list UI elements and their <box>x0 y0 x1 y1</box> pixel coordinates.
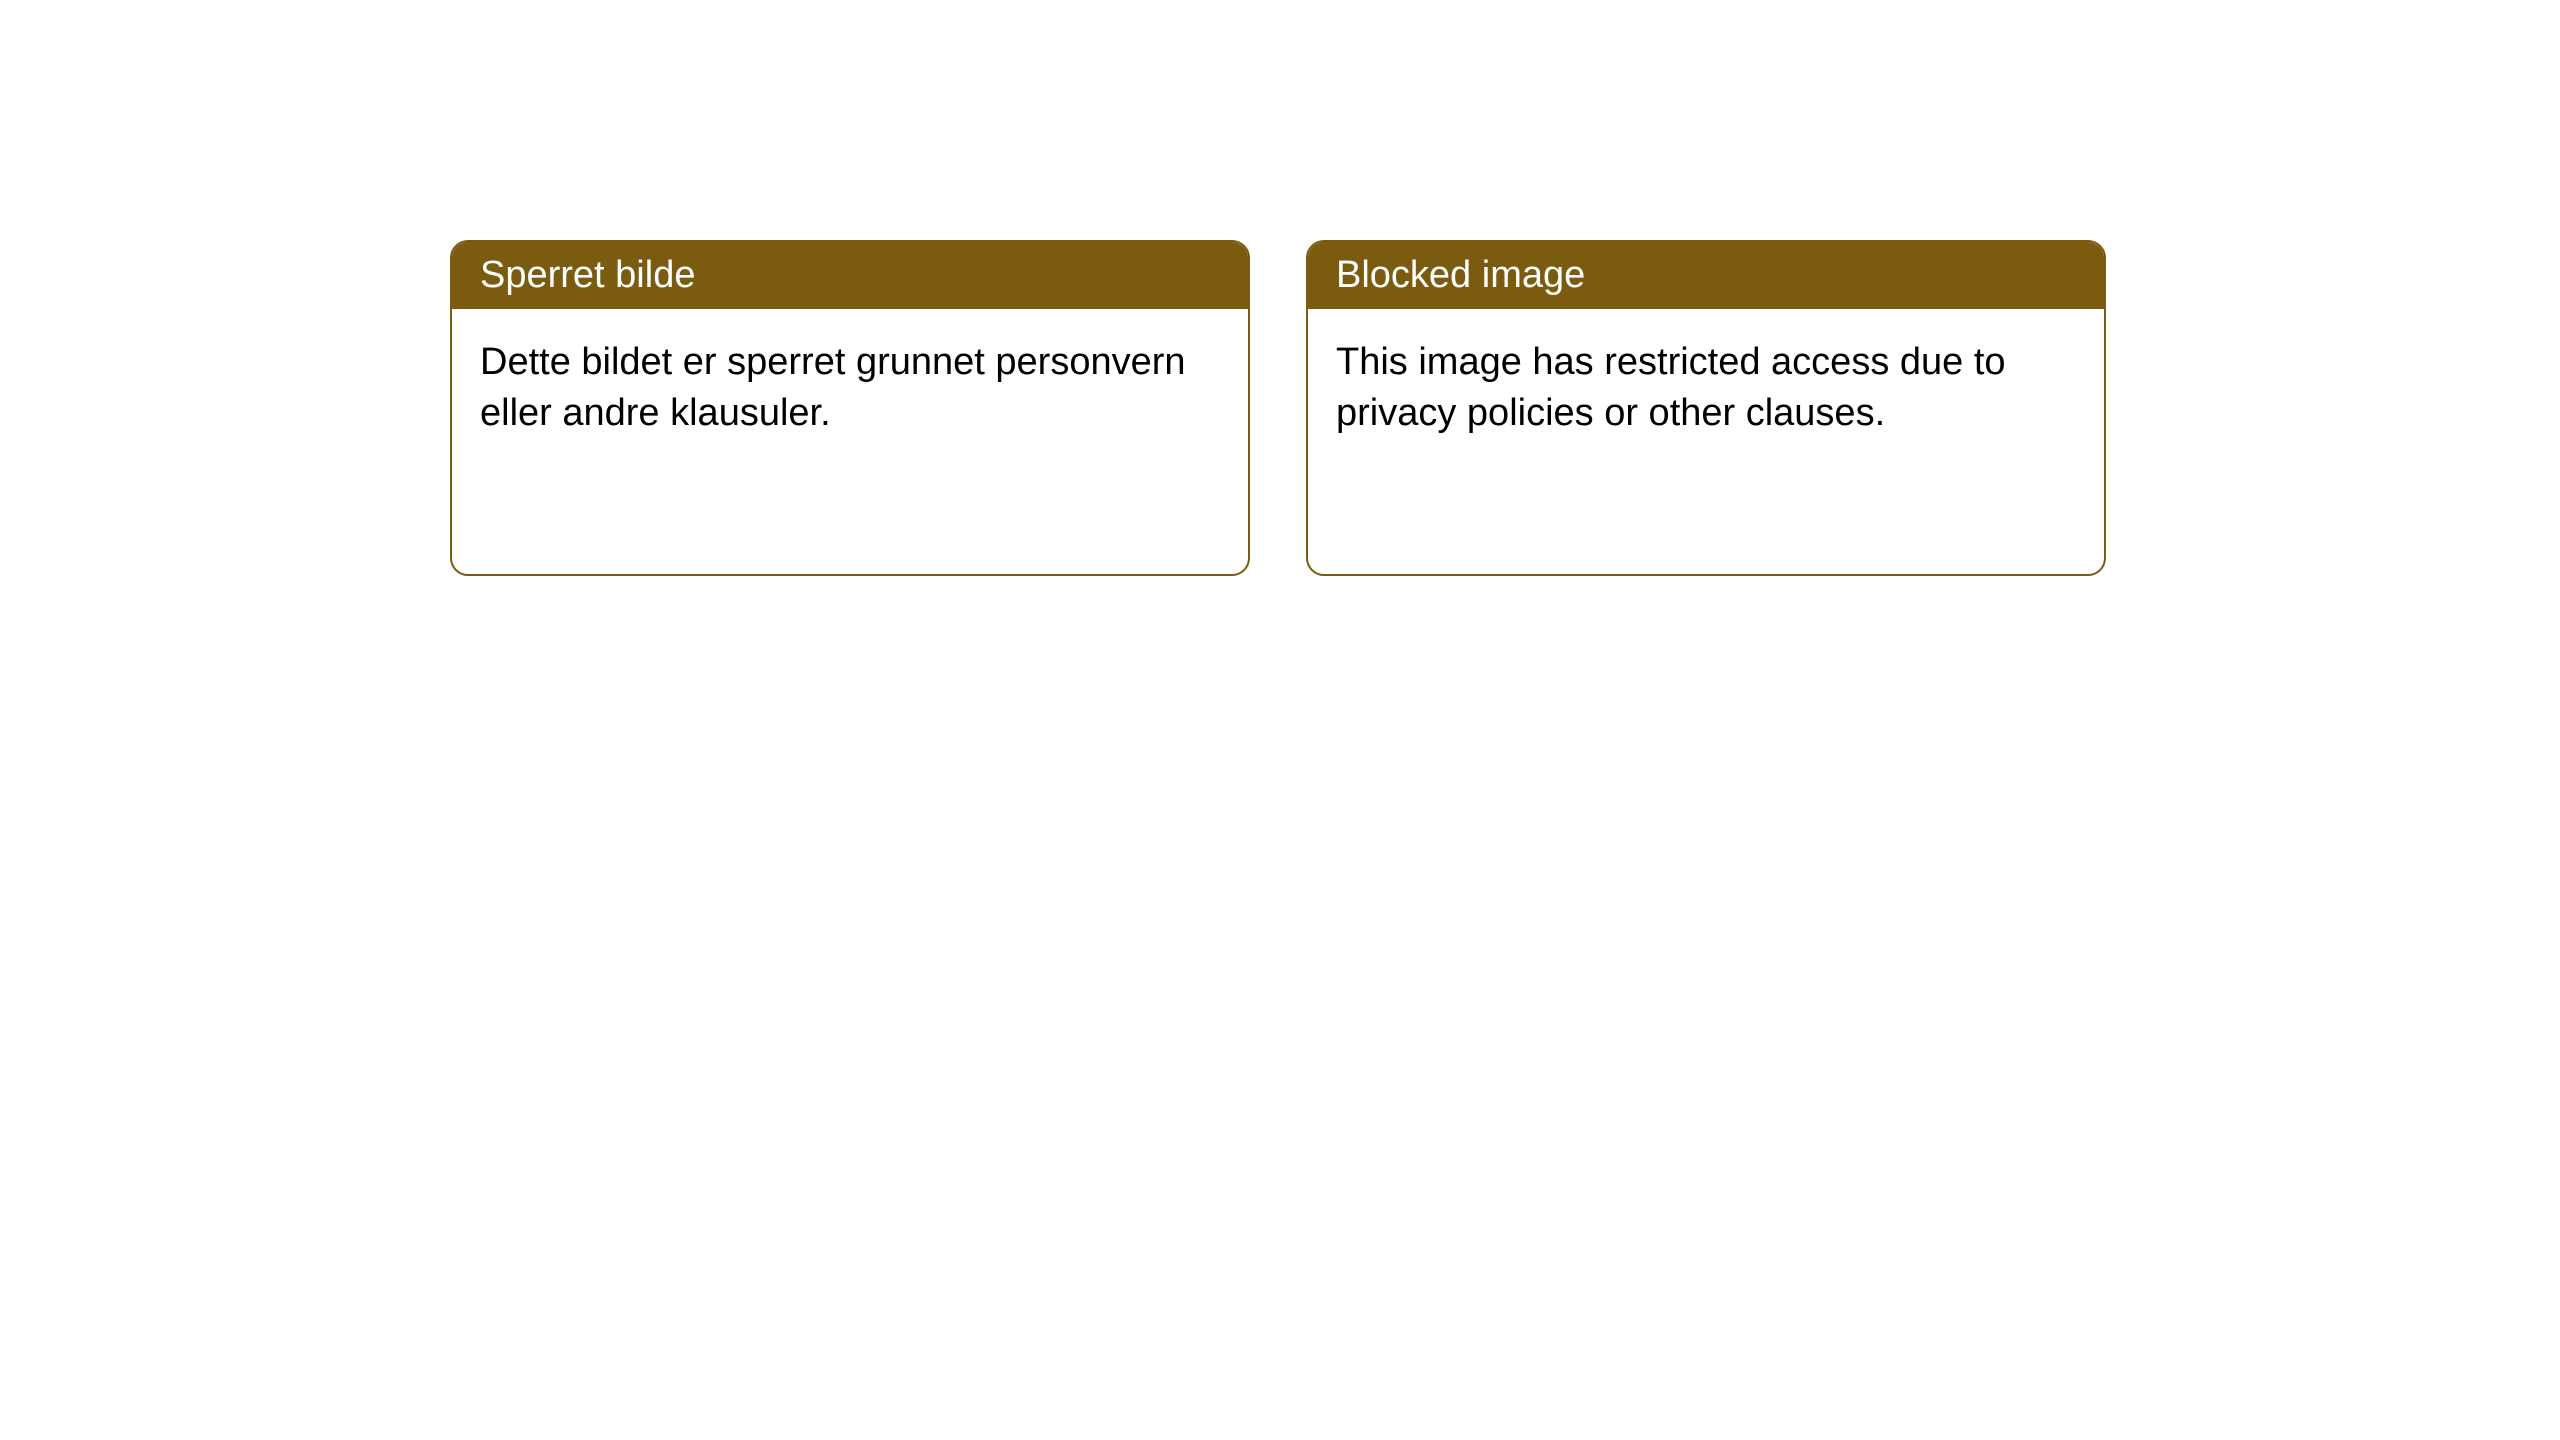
notice-card-english: Blocked image This image has restricted … <box>1306 240 2106 576</box>
notice-body-english: This image has restricted access due to … <box>1308 309 2104 468</box>
notice-title-norwegian: Sperret bilde <box>452 242 1248 309</box>
notice-card-norwegian: Sperret bilde Dette bildet er sperret gr… <box>450 240 1250 576</box>
notice-body-norwegian: Dette bildet er sperret grunnet personve… <box>452 309 1248 468</box>
notice-title-english: Blocked image <box>1308 242 2104 309</box>
notice-container: Sperret bilde Dette bildet er sperret gr… <box>0 0 2560 576</box>
